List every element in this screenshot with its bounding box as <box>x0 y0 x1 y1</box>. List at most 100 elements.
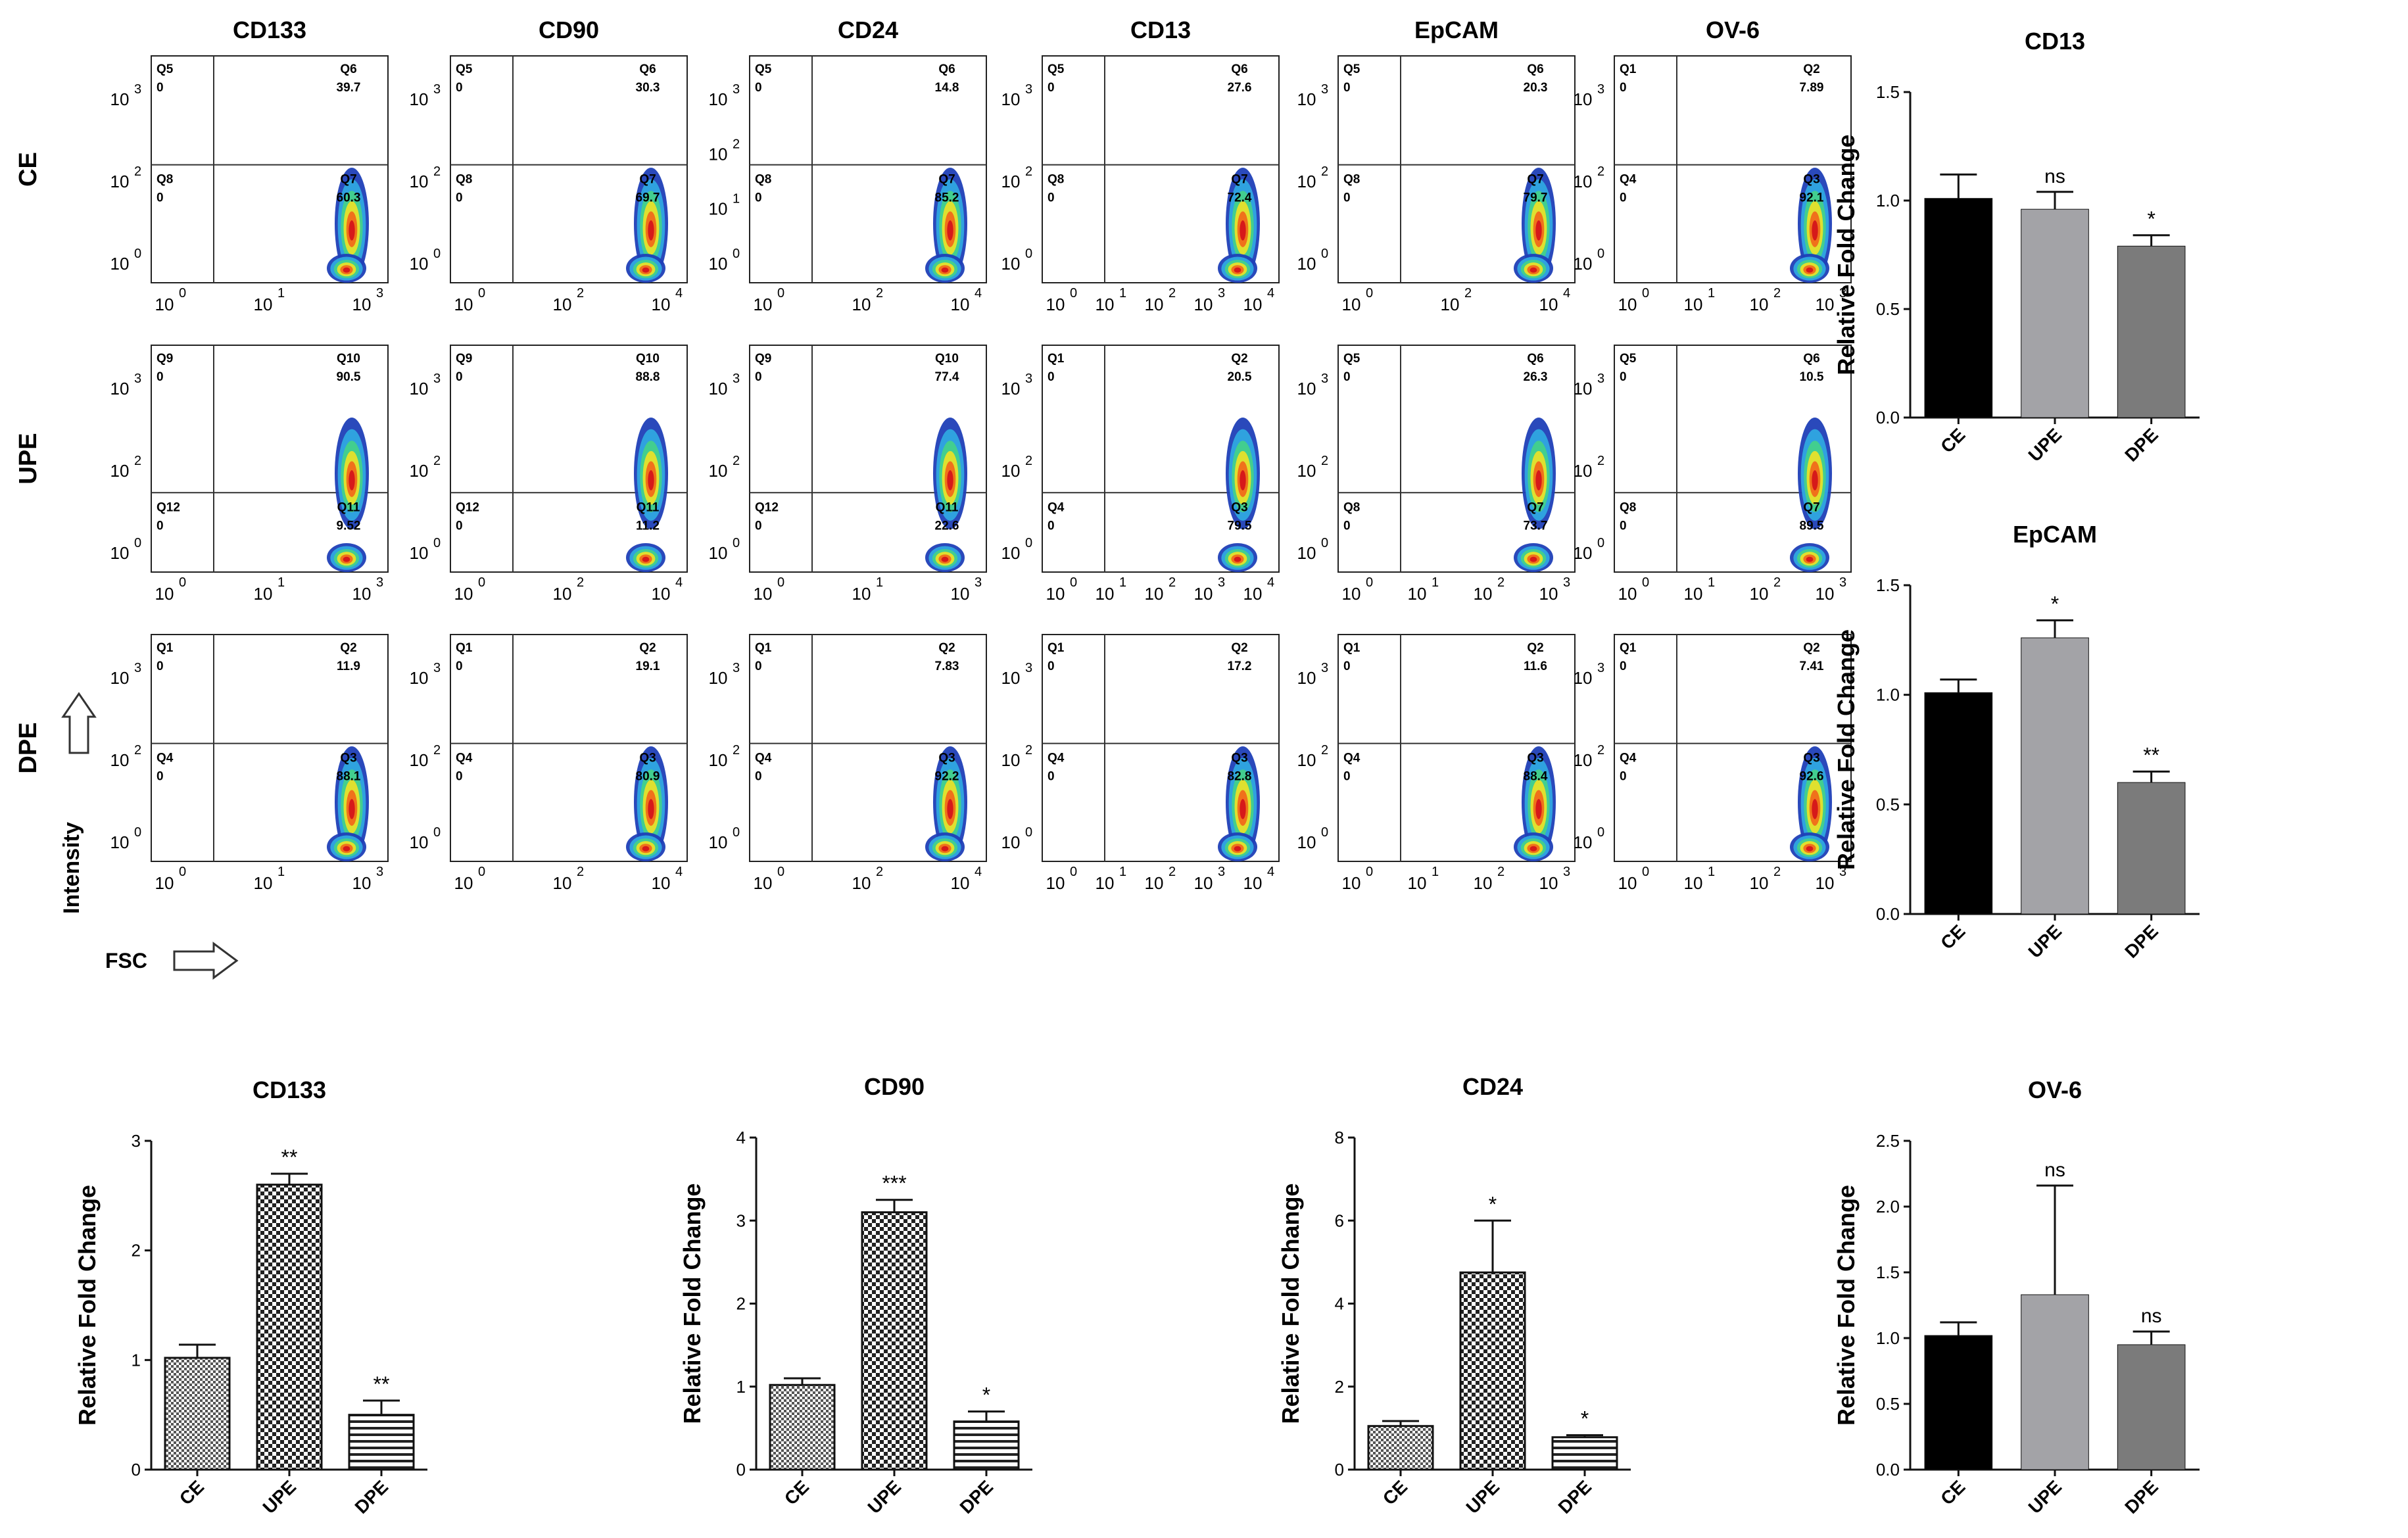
x-tick-exponent: 2 <box>1168 575 1176 590</box>
y-axis-title: Relative Fold Change <box>1833 134 1860 375</box>
quadrant-value: 60.3 <box>337 191 361 205</box>
quadrant-value: 0 <box>1047 770 1055 784</box>
x-tick-label: CE <box>176 1476 208 1508</box>
density-contour <box>343 267 350 273</box>
quadrant-name: Q7 <box>1231 173 1247 187</box>
x-tick-label: DPE <box>956 1476 998 1518</box>
density-contour <box>1812 470 1818 491</box>
bar-dpe <box>2117 1344 2186 1470</box>
x-tick-base: 10 <box>1096 873 1115 893</box>
quadrant-value: 0 <box>1620 660 1627 673</box>
bar-upe <box>2021 1294 2089 1470</box>
x-tick-exponent: 3 <box>1839 575 1846 590</box>
quadrant-value: 0 <box>1620 370 1627 384</box>
density-contour <box>343 846 350 852</box>
quadrant-name: Q4 <box>1047 500 1065 514</box>
quadrant-name: Q5 <box>157 62 174 76</box>
quadrant-value: 79.7 <box>1524 191 1548 205</box>
quadrant-name: Q6 <box>1527 62 1543 76</box>
x-tick-exponent: 1 <box>1708 575 1715 590</box>
x-tick-base: 10 <box>1194 873 1213 893</box>
x-tick-label: UPE <box>2025 424 2066 466</box>
y-tick-exponent: 2 <box>433 743 441 757</box>
x-tick-base: 10 <box>1342 295 1361 314</box>
x-tick-exponent: 1 <box>1119 286 1126 300</box>
y-tick-exponent: 2 <box>733 137 740 151</box>
quadrant-value: 0 <box>157 519 164 533</box>
quadrant-name: Q12 <box>456 500 479 514</box>
quadrant-name: Q7 <box>639 173 656 187</box>
density-contour <box>947 470 953 491</box>
y-tick-exponent: 0 <box>733 825 740 840</box>
y-tick-base: 10 <box>1001 89 1021 109</box>
y-tick-exponent: 2 <box>733 454 740 468</box>
x-tick-exponent: 0 <box>179 865 186 879</box>
x-tick-exponent: 0 <box>777 865 784 879</box>
quadrant-name: Q6 <box>1231 62 1247 76</box>
x-tick-label: DPE <box>2121 424 2162 466</box>
quadrant-name: Q6 <box>639 62 656 76</box>
y-tick-base: 10 <box>1297 379 1316 398</box>
quadrant-name: Q3 <box>639 752 656 765</box>
density-contour <box>648 220 654 241</box>
y-tick-exponent: 3 <box>1321 372 1328 386</box>
x-tick-exponent: 0 <box>1070 575 1077 590</box>
quadrant-name: Q3 <box>1803 752 1819 765</box>
y-tick-exponent: 2 <box>433 164 441 179</box>
x-tick-base: 10 <box>1194 584 1213 604</box>
y-tick-exponent: 2 <box>1025 454 1032 468</box>
bar-chart-epcam: EpCAM Relative Fold Change 0.0 0.5 1.0 1.5 CE *… <box>1833 521 2200 962</box>
y-tick-exponent: 3 <box>1025 82 1032 97</box>
quadrant-name: Q8 <box>755 173 771 187</box>
flow-plot: Q5 0 Q6 10.5 Q8 0 Q7 89.5 10 0 10 1 10 2 10 3 10 3 10 2 10 0 <box>1574 345 1852 604</box>
significance-label: * <box>982 1383 990 1407</box>
density-contour <box>941 556 949 562</box>
x-tick-base: 10 <box>1145 295 1164 314</box>
quadrant-value: 0 <box>1343 660 1351 673</box>
density-contour <box>648 470 654 491</box>
bar-ce <box>769 1383 836 1471</box>
quadrant-value: 0 <box>1620 81 1627 95</box>
quadrant-value: 22.6 <box>935 519 959 533</box>
x-tick-base: 10 <box>1243 584 1263 604</box>
x-tick-exponent: 3 <box>1218 865 1225 879</box>
chart-title: CD90 <box>864 1073 925 1100</box>
quadrant-value: 72.4 <box>1228 191 1252 205</box>
x-tick-exponent: 2 <box>876 865 883 879</box>
quadrant-value: 17.2 <box>1228 660 1252 673</box>
y-tick-exponent: 0 <box>433 247 441 261</box>
quadrant-value: 11.6 <box>1524 660 1547 673</box>
y-tick-base: 10 <box>1574 254 1593 274</box>
x-tick-exponent: 0 <box>179 286 186 300</box>
flow-cytometry-panel: CD133 CD90 CD24 CD13 EpCAM OV-6 CE UPE DPE Intens… <box>14 16 1852 980</box>
quadrant-value: 0 <box>1343 770 1351 784</box>
chart-title: CD24 <box>1462 1073 1523 1100</box>
bar-ce <box>1924 1335 1993 1470</box>
significance-label: ** <box>2143 743 2159 767</box>
y-tick-exponent: 3 <box>733 372 740 386</box>
y-tick-base: 10 <box>709 254 728 274</box>
density-contour <box>648 799 654 819</box>
x-tick-base: 10 <box>852 295 871 314</box>
y-tick-exponent: 0 <box>733 536 740 550</box>
y-tick-base: 10 <box>410 668 429 688</box>
quadrant-value: 0 <box>755 191 762 205</box>
x-tick-base: 10 <box>553 295 572 314</box>
x-tick-exponent: 3 <box>1218 575 1225 590</box>
y-tick-exponent: 0 <box>1321 536 1328 550</box>
quadrant-value: 0 <box>755 81 762 95</box>
quadrant-name: Q11 <box>936 500 959 514</box>
x-tick-base: 10 <box>1816 584 1835 604</box>
y-tick-exponent: 0 <box>1597 247 1604 261</box>
y-tick-exponent: 3 <box>1025 372 1032 386</box>
quadrant-name: Q5 <box>1047 62 1065 76</box>
y-tick-label: 1.5 <box>1876 575 1900 595</box>
quadrant-name: Q2 <box>1527 641 1543 655</box>
quadrant-value: 39.7 <box>337 81 361 95</box>
quadrant-name: Q4 <box>755 752 772 765</box>
x-tick-base: 10 <box>754 873 773 893</box>
x-tick-base: 10 <box>1096 295 1115 314</box>
y-tick-exponent: 2 <box>433 454 441 468</box>
y-axis-title: Relative Fold Change <box>1833 1185 1860 1426</box>
density-contour <box>1806 846 1814 852</box>
